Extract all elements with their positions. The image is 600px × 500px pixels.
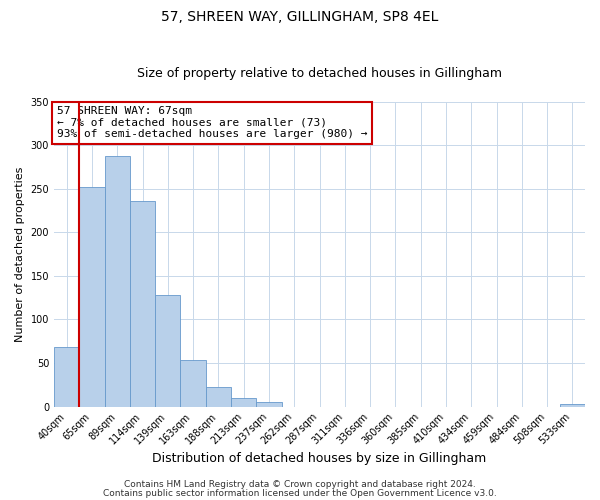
Text: 57 SHREEN WAY: 67sqm
← 7% of detached houses are smaller (73)
93% of semi-detach: 57 SHREEN WAY: 67sqm ← 7% of detached ho… [56, 106, 367, 140]
Text: Contains HM Land Registry data © Crown copyright and database right 2024.: Contains HM Land Registry data © Crown c… [124, 480, 476, 489]
Bar [54, 348, 79, 406]
Text: 57, SHREEN WAY, GILLINGHAM, SP8 4EL: 57, SHREEN WAY, GILLINGHAM, SP8 4EL [161, 10, 439, 24]
Bar [130, 201, 155, 406]
Bar [256, 402, 281, 406]
Bar [104, 156, 130, 406]
Bar [155, 295, 181, 406]
Title: Size of property relative to detached houses in Gillingham: Size of property relative to detached ho… [137, 66, 502, 80]
Bar [206, 386, 231, 406]
Y-axis label: Number of detached properties: Number of detached properties [15, 166, 25, 342]
Bar [181, 360, 206, 406]
Bar [231, 398, 256, 406]
Bar [560, 404, 585, 406]
Text: Contains public sector information licensed under the Open Government Licence v3: Contains public sector information licen… [103, 488, 497, 498]
Bar [79, 187, 104, 406]
X-axis label: Distribution of detached houses by size in Gillingham: Distribution of detached houses by size … [152, 452, 487, 465]
